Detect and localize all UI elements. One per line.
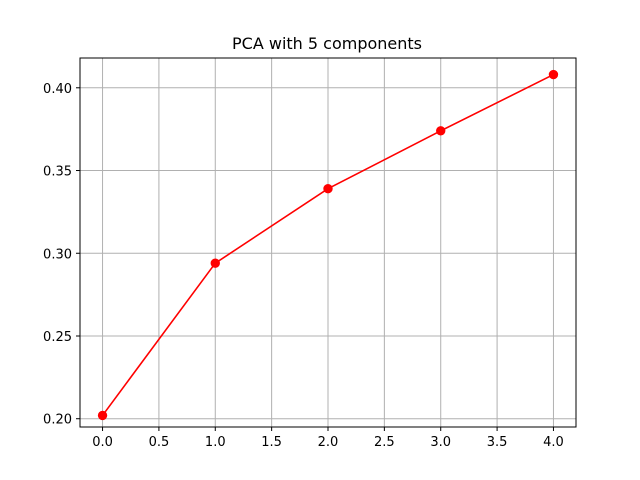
x-tick-label: 2.5 [374, 435, 395, 450]
x-tick-label: 4.0 [543, 435, 564, 450]
y-tick-label: 0.40 [43, 82, 72, 97]
data-point [436, 126, 446, 136]
x-tick-label: 1.5 [261, 435, 282, 450]
data-point [97, 410, 108, 421]
y-tick-label: 0.35 [43, 165, 72, 180]
x-tick-label: 3.5 [487, 435, 508, 450]
chart-title: PCA with 5 components [232, 34, 422, 53]
y-tick-label: 0.25 [43, 330, 72, 345]
x-tick-label: 0.0 [92, 435, 113, 450]
x-tick-label: 1.0 [205, 435, 226, 450]
data-point [210, 258, 220, 268]
y-tick-label: 0.20 [43, 413, 72, 428]
y-tick-label: 0.30 [43, 247, 72, 262]
grid-layer [80, 58, 576, 427]
ticks-layer: 0.0 0.5 1.0 1.5 2.0 2.5 3.0 3.5 4.0 0.20 0.25 0.30 0… [43, 82, 564, 450]
x-tick-label: 2.0 [318, 435, 339, 450]
series-layer [97, 69, 559, 421]
data-point [323, 184, 333, 194]
x-tick-label: 0.5 [149, 435, 170, 450]
x-tick-label: 3.0 [430, 435, 451, 450]
data-point [548, 69, 559, 80]
